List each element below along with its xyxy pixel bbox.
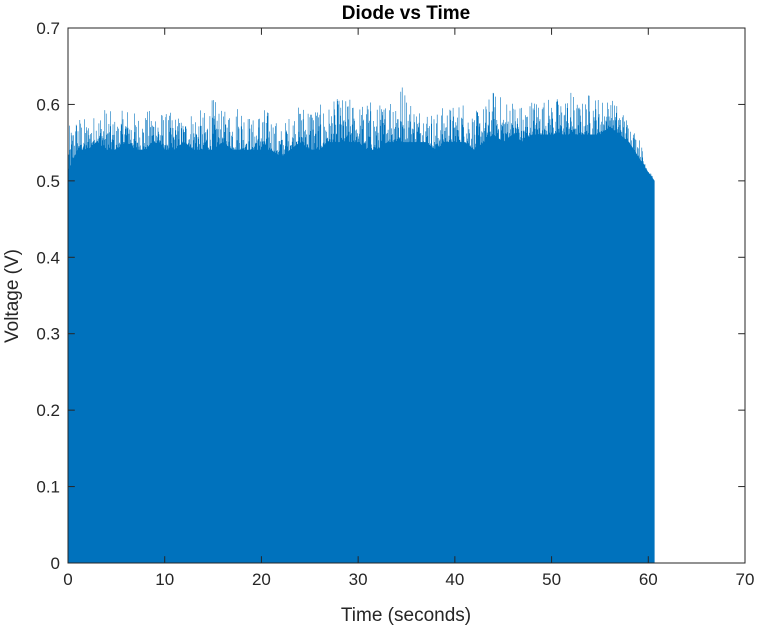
x-tick-label: 40 — [445, 570, 464, 589]
x-tick-label: 60 — [639, 570, 658, 589]
y-tick-label: 0.2 — [36, 401, 60, 420]
y-tick-label: 0 — [51, 554, 60, 573]
x-tick-label: 20 — [252, 570, 271, 589]
series-area-0 — [67, 126, 655, 564]
y-axis-label: Voltage (V) — [2, 249, 23, 343]
y-tick-label: 0.3 — [36, 325, 60, 344]
ticks-layer: 0 10 20 30 40 50 60 70 0 0.1 0.2 0.3 0.4 0.5 0.6 0.7 — [36, 19, 754, 589]
x-tick-label: 30 — [349, 570, 368, 589]
x-tick-label: 50 — [542, 570, 561, 589]
y-tick-label: 0.6 — [36, 95, 60, 114]
x-tick-label: 0 — [63, 570, 72, 589]
y-tick-label: 0.4 — [36, 248, 60, 267]
x-axis-label: Time (seconds) — [341, 605, 471, 626]
x-tick-label: 70 — [736, 570, 755, 589]
plot-frame — [67, 27, 746, 564]
y-tick-label: 0.5 — [36, 172, 60, 191]
chart-title: Diode vs Time — [342, 3, 470, 24]
x-tick-label: 10 — [155, 570, 174, 589]
y-tick-label: 0.1 — [36, 478, 60, 497]
series-layer — [67, 87, 655, 564]
y-tick-label: 0.7 — [36, 19, 60, 38]
